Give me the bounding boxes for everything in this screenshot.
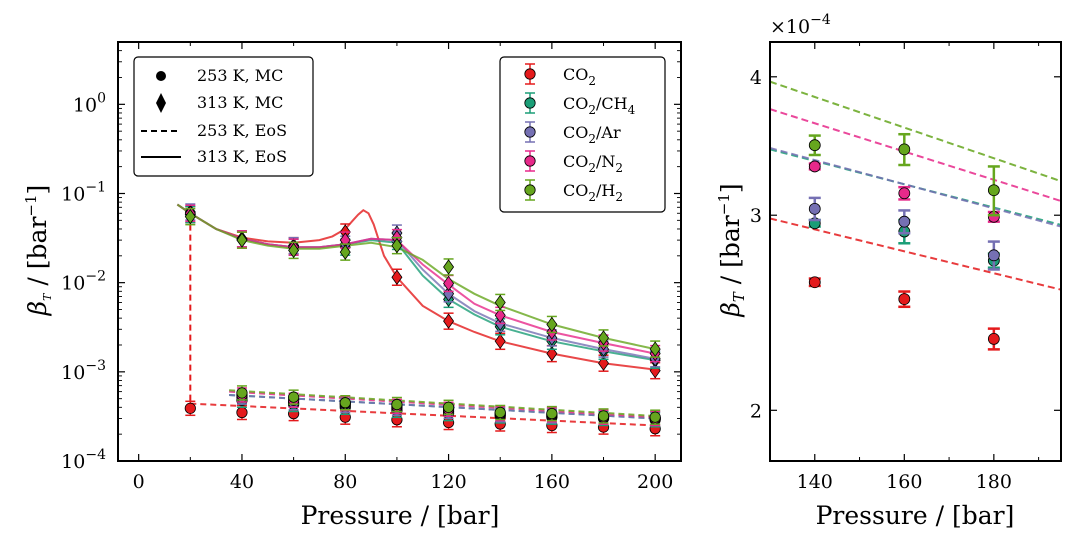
eos-253-line-co2 [190,402,656,427]
inset-point-co2-ar [987,249,1000,262]
legend-series-item: CO2/CH4 [524,92,636,117]
inset-point-co2 [898,293,911,306]
inset-eos-line-co2 [770,217,1061,291]
main-xtick-label: 80 [333,471,357,493]
point-313-co2-h2 [339,244,351,260]
point-253-co2-h2 [339,397,351,409]
main-xtick-label: 160 [534,471,570,493]
inset-eos-line-co2-n2 [770,108,1061,202]
inset-xtick-label: 160 [886,471,922,493]
inset-point-co2-n2 [898,187,911,200]
point-313-co2-h2 [494,294,506,311]
inset-ytick-label: 3 [750,205,762,227]
legend-series-label: CO2/H2 [563,181,623,204]
inset-eos-line-co2-h2 [770,80,1061,183]
point-313-co2-h2 [443,259,455,275]
point-253-co2-h2 [546,408,558,420]
point-253-co2-h2 [288,391,300,403]
legend-markers: 253 K, MC 313 K, MC 253 K, EoS 313 K, Eo… [133,56,314,177]
legend-label-253-eos: 253 K, EoS [197,121,287,140]
inset-point-co2-h2 [808,139,821,152]
inset-point-co2-ar [898,215,911,228]
point-313-co2-h2 [184,208,196,225]
inset-xtick-label: 140 [797,471,833,493]
point-253-co2-h2 [391,398,403,411]
point-253-co2-h2 [494,406,506,419]
main-xtick-label: 40 [230,471,254,493]
point-313-co2 [391,269,403,285]
legend-label-313-eos: 313 K, EoS [197,147,287,166]
inset-point-co2-h2 [987,184,1000,197]
legend-series-marker [524,184,536,196]
point-313-co2 [494,333,506,349]
legend-series-marker [524,97,536,109]
inset-point-co2-h2 [898,143,911,156]
point-253-co2-h2 [442,401,455,413]
legend-series-label: CO2 [563,65,596,88]
legend-circle-marker [156,71,166,81]
inset-xlabel: Pressure / [bar] [816,501,1015,530]
point-313-co2-n2 [494,307,506,324]
main-xtick-label: 120 [430,471,466,493]
legend-series-item: CO2/Ar [524,121,621,146]
legend-label-253-mc: 253 K, MC [197,66,283,85]
main-ylabel: βT / [bar−1] [22,185,54,317]
point-313-co2-h2 [598,330,610,346]
eos-253-line-co2-h2 [229,389,656,417]
inset-scale-label: ×10−4 [770,12,831,38]
point-313-co2-h2 [236,232,248,248]
point-313-co2 [598,355,610,371]
point-313-co2-h2 [288,242,300,259]
point-253-co2-h2 [597,410,610,422]
legend-series-marker [524,126,536,138]
inset-xtick-label: 180 [976,471,1012,493]
point-253-co2 [236,406,248,419]
inset-frame [769,41,1062,462]
point-313-co2-h2 [649,341,661,357]
point-313-co2 [546,345,558,362]
legend-series-marker [524,68,536,80]
main-ytick-label: 100 [73,90,106,116]
main-xlabel: Pressure / [bar] [301,501,500,530]
inset-ytick-label: 2 [750,400,762,422]
point-253-co2-h2 [649,411,661,423]
legend-diamond-marker [156,93,166,113]
legend-series-marker [524,155,536,167]
inset-point-co2 [808,276,821,289]
point-313-co2-h2 [546,316,558,333]
main-xtick-label: 200 [637,471,673,493]
legend-series-item: CO2 [524,63,596,88]
main-ytick-label: 10−3 [61,358,106,384]
main-panel: 10−4 10−3 10−2 10−1 100 0 40 80 120 160 200 Press… [22,41,682,530]
point-313-co2 [443,313,455,329]
legend-series-item: CO2/N2 [524,150,623,175]
legend-series-item: CO2/H2 [524,179,623,204]
main-ytick-label: 10−1 [61,179,106,205]
main-ytick-label: 10−2 [61,269,106,295]
point-253-co2-h2 [236,387,248,399]
inset-point-co2-n2 [808,160,821,173]
main-xtick-label: 0 [133,471,145,493]
eos-253-line-co2-ar [229,394,656,420]
point-313-co2-h2 [391,237,403,254]
legend-label-313-mc: 313 K, MC [197,93,283,112]
legend-series: CO2 CO2/CH4 CO2/Ar CO2/N2 CO2/H2 [499,56,666,213]
inset-ylabel: βT / [bar−1] [715,183,748,317]
eos-313-line-co2 [176,203,656,371]
inset-point-co2 [987,332,1000,345]
eos-253-line-co2-n2 [229,390,656,419]
main-frame [117,41,682,462]
eos-313-line-co2-h2 [176,203,656,351]
legend-series-label: CO2/N2 [563,152,623,175]
inset-eos-line-co2-ar [770,147,1061,228]
inset-panel: 2 3 4 140 160 180 ×10−4 Pressure / [bar] βT … [715,12,1062,530]
point-253-co2 [184,402,196,414]
point-313-co2-n2 [443,275,455,292]
inset-ytick-label: 4 [750,67,762,89]
inset-point-co2-ar [808,202,821,215]
legend-series-label: CO2/CH4 [563,94,636,117]
legend-series-label: CO2/Ar [563,123,621,146]
main-ytick-label: 10−4 [61,447,106,473]
